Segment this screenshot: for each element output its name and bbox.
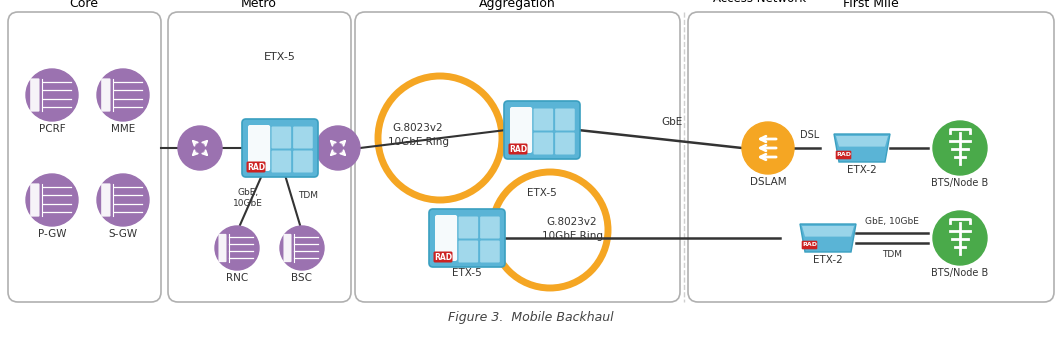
FancyBboxPatch shape — [555, 133, 575, 154]
Text: Core: Core — [69, 0, 99, 10]
Text: RAD: RAD — [802, 242, 817, 248]
Text: Figure 3.  Mobile Backhaul: Figure 3. Mobile Backhaul — [448, 311, 614, 324]
Text: ETX-2: ETX-2 — [847, 165, 877, 175]
FancyBboxPatch shape — [30, 79, 39, 112]
Text: ETX-5: ETX-5 — [264, 52, 296, 62]
Text: P-GW: P-GW — [38, 229, 66, 239]
Polygon shape — [800, 224, 856, 252]
Circle shape — [742, 122, 794, 174]
FancyBboxPatch shape — [429, 209, 506, 267]
FancyBboxPatch shape — [555, 108, 575, 131]
FancyBboxPatch shape — [8, 12, 161, 302]
FancyBboxPatch shape — [480, 240, 500, 262]
Polygon shape — [802, 226, 854, 237]
FancyBboxPatch shape — [249, 125, 270, 171]
FancyBboxPatch shape — [272, 126, 291, 149]
FancyBboxPatch shape — [293, 126, 312, 149]
FancyBboxPatch shape — [272, 151, 291, 172]
FancyBboxPatch shape — [168, 12, 352, 302]
Circle shape — [933, 211, 987, 265]
Circle shape — [25, 69, 78, 121]
Text: First Mile: First Mile — [843, 0, 898, 10]
Text: BSC: BSC — [291, 273, 312, 283]
Text: DSL: DSL — [801, 130, 820, 140]
FancyBboxPatch shape — [533, 133, 553, 154]
Text: BTS/Node B: BTS/Node B — [931, 268, 989, 278]
Text: ETX-5: ETX-5 — [452, 268, 482, 278]
FancyBboxPatch shape — [30, 183, 39, 217]
Text: GbE, 10GbE: GbE, 10GbE — [866, 217, 919, 226]
FancyBboxPatch shape — [433, 252, 452, 262]
FancyBboxPatch shape — [459, 240, 478, 262]
FancyBboxPatch shape — [459, 217, 478, 238]
FancyBboxPatch shape — [480, 217, 500, 238]
Text: TDM: TDM — [298, 190, 318, 200]
Circle shape — [178, 126, 222, 170]
FancyBboxPatch shape — [509, 143, 528, 154]
Text: Access Network: Access Network — [714, 0, 806, 5]
FancyBboxPatch shape — [101, 183, 110, 217]
FancyBboxPatch shape — [510, 107, 532, 153]
Circle shape — [280, 226, 324, 270]
Text: GbE,
10GbE: GbE, 10GbE — [233, 188, 263, 208]
FancyBboxPatch shape — [504, 101, 580, 159]
Circle shape — [933, 121, 987, 175]
Text: S-GW: S-GW — [108, 229, 138, 239]
Text: BTS/Node B: BTS/Node B — [931, 178, 989, 188]
Text: 10GbE Ring: 10GbE Ring — [542, 231, 602, 241]
Circle shape — [97, 69, 149, 121]
FancyBboxPatch shape — [533, 108, 553, 131]
Text: G.8023v2: G.8023v2 — [547, 217, 597, 227]
Text: RAD: RAD — [247, 163, 266, 171]
Text: TDM: TDM — [883, 250, 902, 259]
Circle shape — [25, 174, 78, 226]
FancyBboxPatch shape — [284, 234, 291, 262]
Circle shape — [97, 174, 149, 226]
Text: RAD: RAD — [434, 253, 452, 261]
FancyBboxPatch shape — [246, 162, 266, 172]
Text: RAD: RAD — [509, 144, 527, 153]
Text: Metro: Metro — [241, 0, 277, 10]
FancyBboxPatch shape — [355, 12, 680, 302]
Text: ETX-2: ETX-2 — [813, 255, 843, 265]
Text: ETX-5: ETX-5 — [527, 188, 556, 198]
Polygon shape — [836, 136, 888, 147]
Circle shape — [316, 126, 360, 170]
Text: 10GbE Ring: 10GbE Ring — [388, 137, 448, 147]
Text: GbE: GbE — [662, 117, 683, 127]
Text: DSLAM: DSLAM — [750, 177, 786, 187]
Text: RAD: RAD — [836, 153, 851, 157]
FancyBboxPatch shape — [219, 234, 226, 262]
FancyBboxPatch shape — [293, 151, 312, 172]
Circle shape — [215, 226, 259, 270]
FancyBboxPatch shape — [101, 79, 110, 112]
Text: Aggregation: Aggregation — [479, 0, 555, 10]
FancyBboxPatch shape — [688, 12, 1054, 302]
FancyBboxPatch shape — [435, 215, 457, 261]
Text: RNC: RNC — [226, 273, 249, 283]
Text: PCRF: PCRF — [38, 124, 65, 134]
FancyBboxPatch shape — [802, 241, 818, 249]
Text: MME: MME — [110, 124, 135, 134]
FancyBboxPatch shape — [242, 119, 318, 177]
Polygon shape — [834, 134, 890, 162]
Text: G.8023v2: G.8023v2 — [393, 123, 443, 133]
FancyBboxPatch shape — [836, 151, 852, 159]
